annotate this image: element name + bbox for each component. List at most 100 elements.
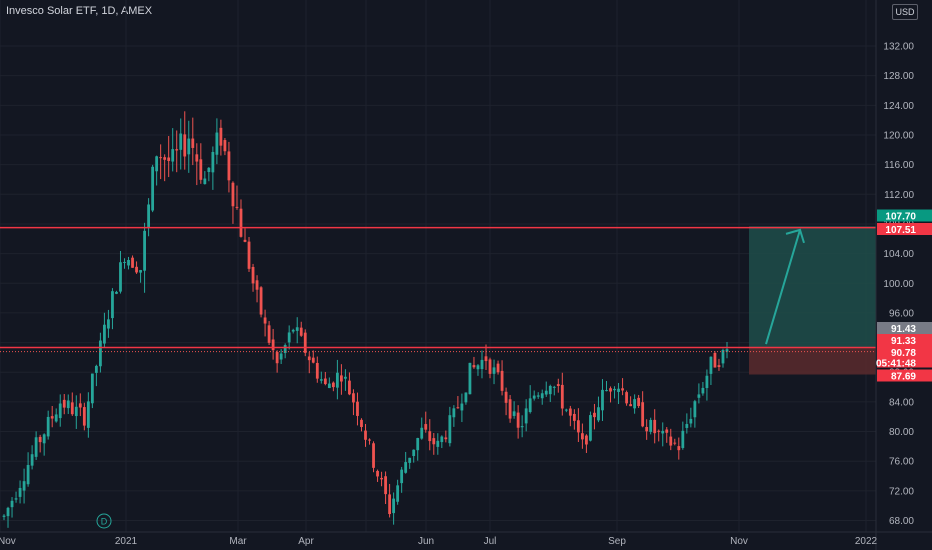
candle-body bbox=[18, 487, 22, 497]
candle-body bbox=[524, 408, 528, 424]
candle-body bbox=[131, 257, 134, 268]
y-tick-label: 84.00 bbox=[889, 397, 914, 408]
time-axis[interactable]: Nov 2021 Mar Apr Jun Jul Sep Nov 2022 bbox=[0, 536, 878, 547]
candle-body bbox=[653, 419, 657, 434]
position-zones bbox=[749, 226, 876, 375]
candle-body bbox=[637, 397, 641, 407]
candle-body bbox=[115, 291, 118, 294]
candle-body bbox=[548, 385, 552, 395]
currency-button[interactable]: USD bbox=[892, 4, 918, 20]
candle-body bbox=[693, 401, 697, 418]
candle-body bbox=[211, 151, 215, 173]
candle-body bbox=[2, 515, 6, 517]
candle-body bbox=[311, 357, 315, 363]
candle-body bbox=[62, 399, 66, 408]
candle-body bbox=[283, 345, 287, 354]
candle-body bbox=[380, 477, 383, 480]
dividend-marker-label: D bbox=[101, 517, 108, 527]
candle-body bbox=[488, 359, 492, 374]
candle-body bbox=[275, 352, 279, 364]
candle-body bbox=[107, 319, 110, 329]
candle-body bbox=[139, 270, 142, 273]
candle-body bbox=[540, 393, 544, 399]
candle-body bbox=[388, 494, 391, 515]
candle-body bbox=[444, 437, 448, 440]
candle-body bbox=[42, 434, 46, 444]
candle-body bbox=[701, 387, 705, 394]
x-tick-label: Mar bbox=[229, 536, 247, 547]
candle-body bbox=[669, 436, 673, 446]
candle-body bbox=[163, 157, 167, 160]
candle-body bbox=[103, 324, 106, 344]
candle-body bbox=[432, 438, 436, 445]
candle-body bbox=[295, 327, 299, 331]
candle-body bbox=[319, 379, 323, 381]
candle-body bbox=[195, 154, 199, 162]
candle-body bbox=[601, 389, 604, 411]
candle-body bbox=[299, 327, 303, 336]
dividend-marker[interactable]: D bbox=[96, 513, 112, 529]
candle-body bbox=[291, 329, 295, 332]
candle-body bbox=[400, 469, 404, 484]
candle-body bbox=[223, 140, 227, 152]
candle-body bbox=[143, 230, 146, 271]
candle-body bbox=[713, 352, 717, 368]
candle-body bbox=[428, 431, 432, 442]
candle-body bbox=[468, 362, 472, 395]
candle-body bbox=[159, 157, 163, 159]
price-tag-bg bbox=[877, 346, 932, 358]
candle-body bbox=[315, 362, 319, 379]
y-tick-label: 128.00 bbox=[883, 71, 914, 82]
candle-body bbox=[14, 498, 18, 500]
price-tag-bg bbox=[877, 223, 932, 235]
candle-body bbox=[78, 403, 82, 408]
x-tick-label: Sep bbox=[608, 536, 626, 547]
y-tick-label: 96.00 bbox=[889, 308, 914, 319]
candle-body bbox=[26, 465, 30, 485]
candle-body bbox=[609, 388, 612, 392]
price-tag-level: 107.51 bbox=[885, 225, 916, 236]
y-tick-label: 104.00 bbox=[883, 249, 914, 260]
candle-body bbox=[151, 166, 155, 211]
candle-body bbox=[239, 208, 243, 237]
candle-body bbox=[251, 266, 255, 284]
price-tag-level: 91.33 bbox=[891, 336, 916, 347]
candle-body bbox=[175, 149, 179, 151]
y-tick-label: 80.00 bbox=[889, 427, 914, 438]
candle-body bbox=[227, 151, 231, 181]
candle-body bbox=[344, 376, 347, 379]
level-lines[interactable] bbox=[0, 226, 876, 353]
candle-body bbox=[404, 462, 408, 473]
target-arrow bbox=[765, 229, 801, 345]
candle-body bbox=[408, 457, 412, 463]
candle-body bbox=[271, 339, 275, 351]
candle-body bbox=[605, 390, 608, 392]
candle-body bbox=[484, 356, 488, 362]
chart-title: Invesco Solar ETF, 1D, AMEX bbox=[6, 5, 153, 17]
candle-body bbox=[657, 430, 661, 432]
candle-body bbox=[480, 359, 484, 370]
x-tick-label: Nov bbox=[730, 536, 748, 547]
candle-body bbox=[589, 415, 592, 441]
candle-body bbox=[476, 365, 480, 370]
candle-body bbox=[572, 413, 576, 421]
candle-body bbox=[649, 419, 653, 432]
candle-body bbox=[352, 393, 355, 403]
price-tag-bg bbox=[877, 356, 932, 368]
candle-body bbox=[472, 365, 476, 368]
candle-body bbox=[544, 390, 548, 395]
candle-body bbox=[536, 395, 540, 397]
candles bbox=[2, 111, 729, 528]
candle-body bbox=[436, 440, 440, 447]
x-tick-label: Jul bbox=[484, 536, 497, 547]
candle-body bbox=[30, 454, 34, 466]
candle-body bbox=[287, 332, 291, 343]
candle-body bbox=[717, 365, 721, 368]
candle-body bbox=[360, 419, 363, 428]
candle-body bbox=[183, 134, 187, 157]
candle-body bbox=[219, 127, 223, 146]
candle-body bbox=[46, 416, 50, 437]
price-tag-bg bbox=[877, 322, 932, 334]
candle-body bbox=[207, 167, 211, 172]
